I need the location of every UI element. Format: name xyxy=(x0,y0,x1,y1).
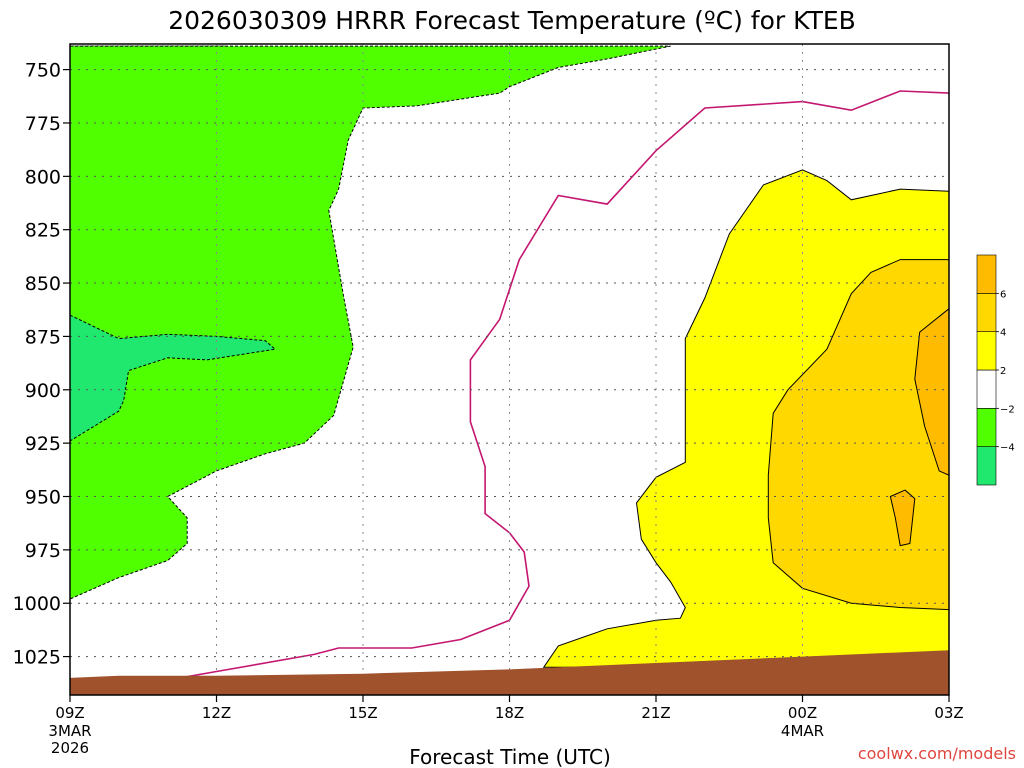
x-axis-label: Forecast Time (UTC) xyxy=(409,745,611,768)
y-tick-label: 800 xyxy=(25,166,61,188)
y-tick-label: 1025 xyxy=(13,647,61,669)
colorbar-segment xyxy=(976,331,997,371)
y-tick-label: 975 xyxy=(25,540,61,562)
y-tick-label: 775 xyxy=(25,113,61,135)
x-tick-label: 15Z xyxy=(348,704,377,722)
y-tick-label: 750 xyxy=(25,60,61,82)
x-tick-label: 21Z xyxy=(641,704,670,722)
terrain-area xyxy=(70,650,949,695)
contour-region-6 xyxy=(889,489,916,547)
y-axis: 750 775 800 825 850 875 900 925 950 975 1000 1025 xyxy=(13,60,70,669)
colorbar-segment xyxy=(976,446,997,486)
contour-region-1 xyxy=(69,45,671,600)
terrain-fill xyxy=(70,650,949,695)
colorbar-segment xyxy=(976,254,997,294)
colorbar: 6 4 2 −2 −4 xyxy=(976,254,1015,486)
credit-text: coolwx.com/models xyxy=(858,744,1016,763)
x-tick-label: 18Z xyxy=(495,704,524,722)
freezing-line xyxy=(167,90,950,681)
y-tick-label: 850 xyxy=(25,273,61,295)
y-tick-label: 900 xyxy=(25,380,61,402)
y-tick-label: 950 xyxy=(25,486,61,508)
chart-title: 2026030309 HRRR Forecast Temperature (ºC… xyxy=(168,6,856,35)
colorbar-tick-label: −4 xyxy=(1000,443,1015,454)
colorbar-segment xyxy=(976,408,997,447)
y-tick-label: 825 xyxy=(25,220,61,242)
y-tick-label: 1000 xyxy=(13,593,61,615)
x-tick-label: 03Z xyxy=(934,704,963,722)
colorbar-tick-label: −2 xyxy=(1000,404,1015,415)
colorbar-tick-label: 2 xyxy=(1000,366,1006,377)
x-tick-label: 12Z xyxy=(202,704,231,722)
colorbar-segment xyxy=(976,293,997,332)
colorbar-tick-label: 6 xyxy=(1000,289,1006,300)
colorbar-tick-label: 4 xyxy=(1000,328,1006,339)
x-tick-label: 09Z xyxy=(55,704,84,722)
x-tick-sublabel: 2026 xyxy=(51,739,89,757)
x-tick-sublabel: 3MAR xyxy=(48,722,91,740)
x-tick-label: 00Z xyxy=(788,704,817,722)
x-tick-sublabel: 4MAR xyxy=(781,722,824,740)
contour-region-2 xyxy=(69,314,277,442)
contour-lines xyxy=(167,90,950,681)
y-tick-label: 925 xyxy=(25,433,61,455)
y-tick-label: 875 xyxy=(25,326,61,348)
contour-fills xyxy=(69,45,950,668)
colorbar-segment xyxy=(976,369,997,409)
